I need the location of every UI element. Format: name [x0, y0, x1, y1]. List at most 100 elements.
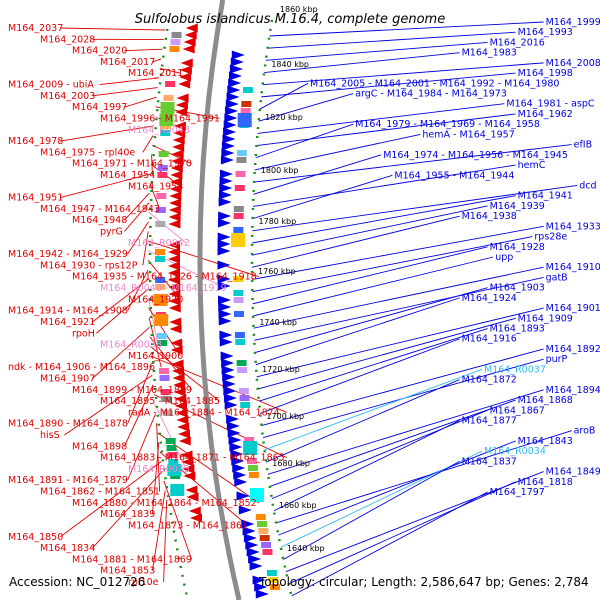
reverse-gene-arrow [173, 128, 186, 138]
reverse-gene-arrow [168, 219, 181, 229]
forward-gene-arrow [243, 533, 257, 543]
right-leader-line [254, 144, 572, 183]
left-gene-label: M164_1951 [8, 193, 63, 204]
right-leader-line [261, 72, 516, 98]
cog-category-block [235, 171, 246, 177]
reverse-gene-arrow [168, 205, 181, 215]
forward-gene-arrow [228, 435, 242, 445]
forward-gene-arrow [217, 274, 231, 284]
left-gene-label: M164_1907 [40, 373, 95, 384]
cog-category-block [157, 340, 168, 346]
right-leader-line [262, 62, 544, 86]
left-leader-line [124, 192, 150, 221]
left-leader-line [127, 413, 157, 481]
forward-gene-arrow [252, 575, 266, 585]
left-gene-label: M164_R0038 [100, 340, 162, 351]
cog-category-block [266, 570, 277, 576]
accession-text: Accession: NC_012726 [9, 575, 145, 589]
left-gene-label: M164_1975 - rpl40e [40, 147, 135, 158]
left-gene-label: M164_1978 [8, 136, 63, 147]
scale-label: 1660 kbp [279, 501, 317, 510]
cog-category-block [243, 441, 258, 455]
right-leader-line [267, 31, 516, 49]
cog-category-block [236, 150, 247, 156]
reverse-gene-arrow [186, 492, 199, 502]
left-gene-label: M164_1899 - M164_1889 [72, 385, 192, 396]
scale-label: 1820 kbp [265, 113, 303, 122]
reverse-gene-arrow [177, 429, 190, 439]
reverse-gene-arrow [180, 58, 193, 68]
cog-category-block [157, 165, 168, 171]
cog-category-block [171, 32, 182, 38]
right-leader-line [259, 338, 460, 414]
reverse-gene-arrow [177, 422, 190, 432]
reverse-gene-arrow [169, 317, 182, 327]
left-leader-line [149, 183, 161, 210]
right-leader-line [258, 328, 488, 402]
forward-gene-arrow [225, 106, 239, 116]
right-leader-line [258, 93, 354, 122]
right-leader-line [252, 195, 516, 244]
forward-gene-arrow [217, 232, 231, 242]
forward-gene-arrow [224, 400, 238, 410]
forward-gene-arrow [219, 337, 233, 347]
cog-category-block [268, 577, 279, 583]
cog-category-block [240, 108, 251, 114]
right-gene-label: gatB [546, 272, 568, 283]
right-leader-line [254, 276, 544, 341]
right-leader-line [253, 266, 544, 329]
left-gene-label: M164_R0040 - M164_1919 [100, 283, 227, 294]
right-leader-line [255, 123, 354, 159]
cog-category-block [236, 157, 247, 163]
right-leader-line [264, 368, 483, 451]
left-gene-label: M164_2020 [72, 46, 127, 57]
forward-gene-arrow [222, 372, 236, 382]
right-leader-line [252, 236, 533, 293]
right-gene-label: M164_1867 [490, 405, 545, 416]
reverse-gene-arrow [169, 177, 182, 187]
left-gene-label: M164_1947 - M164_1943 [40, 204, 160, 215]
left-leader-line [148, 298, 159, 345]
left-gene-label: M164_1900 [128, 351, 183, 362]
forward-gene-arrow [249, 561, 263, 571]
right-gene-label: efIB [574, 140, 593, 151]
left-gene-label: M164_1839 [100, 509, 155, 520]
right-gene-label: M164_R0037 [484, 364, 546, 375]
map-title: Sulfolobus islandicus M.16.4, complete g… [135, 12, 445, 27]
reverse-gene-arrow [168, 268, 181, 278]
forward-gene-arrow [221, 141, 235, 151]
cog-category-block [156, 193, 167, 199]
right-leader-line [253, 154, 382, 195]
forward-gene-arrow [226, 421, 240, 431]
forward-gene-arrow [226, 92, 240, 102]
left-gene-label: M164_1890 - M164_1878 [8, 419, 128, 430]
cog-category-block [156, 333, 167, 339]
right-gene-label: M164_1893 [490, 324, 545, 335]
forward-gene-arrow [219, 183, 233, 193]
forward-gene-arrow [218, 197, 232, 207]
right-leader-line [256, 307, 544, 378]
forward-gene-arrow [224, 113, 238, 123]
forward-gene-arrow [238, 505, 252, 515]
right-gene-label: M164_1939 [490, 201, 545, 212]
leader-lines [60, 21, 578, 597]
cog-category-block [231, 233, 246, 247]
right-leader-line [252, 164, 516, 207]
forward-gene-arrow [218, 211, 232, 221]
reverse-gene-arrow [184, 30, 197, 40]
left-leader-line [124, 96, 157, 108]
reverse-gene-arrow [168, 261, 181, 271]
reverse-gene-arrow [181, 457, 194, 467]
left-leader-line [60, 125, 154, 142]
forward-gene-arrow [225, 99, 239, 109]
left-leader-line [92, 279, 149, 323]
right-gene-label: dcd [579, 180, 596, 191]
left-leader-line [124, 48, 163, 52]
left-leader-line [157, 432, 260, 504]
forward-gene-arrow [254, 582, 268, 592]
left-gene-label: M164_1953 [128, 181, 183, 192]
forward-gene-arrow [217, 239, 231, 249]
right-gene-label: M164_1962 [518, 109, 573, 120]
forward-gene-arrow [218, 316, 232, 326]
